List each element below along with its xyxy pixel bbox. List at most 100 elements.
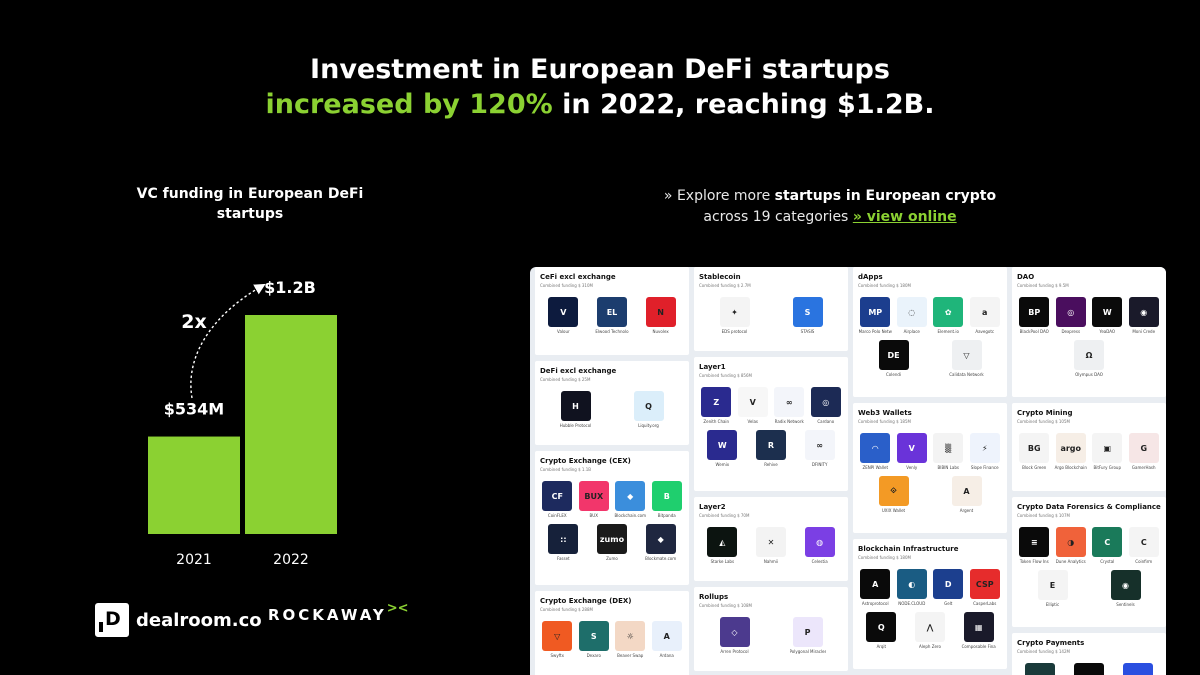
company-logo[interactable]: BP BlackPool DAO — [1016, 297, 1052, 334]
company-logo[interactable]: ◇ Arren Protocol — [717, 617, 753, 654]
category-card[interactable]: CeFi excl exchange Combined funding $ 310… — [535, 267, 689, 355]
company-logo[interactable]: N Nuvolex — [643, 297, 679, 334]
company-logo-grid: A Astroprotocol ◐ NODE.CLOUD D Gelt CSP CasperL… — [857, 569, 1003, 649]
company-logo-icon: ✕ — [755, 527, 786, 557]
company-logo-icon: ◆ — [645, 524, 676, 554]
category-card[interactable]: Web3 Wallets Combined funding $ 185M ◠ ZENP… — [853, 403, 1007, 533]
company-name: Element.io — [937, 329, 959, 334]
company-logo[interactable]: argo Argo Blockchain — [1053, 433, 1089, 470]
category-card[interactable]: Layer1 Combined funding $ 856M Z Zenith Cha… — [694, 357, 848, 491]
company-logo[interactable]: V Velas — [735, 387, 771, 424]
company-logo[interactable]: Z — [1120, 663, 1156, 675]
company-logo[interactable]: ✕ — [1022, 663, 1058, 675]
company-logo[interactable]: R Rehive — [753, 430, 789, 467]
company-logo-icon: S — [792, 297, 823, 327]
company-logo[interactable]: A Ardana — [649, 621, 685, 658]
company-logo[interactable]: CSP CasperLabs — [967, 569, 1003, 606]
company-logo[interactable]: ∞ DFINITY — [802, 430, 838, 467]
category-card[interactable]: Crypto Data Forensics & Compliance Combin… — [1012, 497, 1166, 627]
company-logo[interactable]: MP Marco Polo Netw — [857, 297, 893, 334]
company-logo[interactable]: b — [1071, 663, 1107, 675]
category-card[interactable]: Crypto Exchange (DEX) Combined funding $ … — [535, 591, 689, 675]
company-logo[interactable]: ◭ Starke Labs — [704, 527, 740, 564]
company-logo[interactable]: CF CoinFLEX — [539, 481, 575, 518]
company-logo[interactable]: C Coinfirm — [1126, 527, 1162, 564]
company-logo[interactable]: ⋀ Aleph Zero — [912, 612, 948, 649]
company-name: Colendi — [886, 372, 901, 377]
view-online-link[interactable]: » view online — [852, 209, 957, 225]
company-logo[interactable]: BUX BUX — [576, 481, 612, 518]
company-name: Fasset — [557, 556, 570, 561]
company-logo[interactable]: V Valour — [545, 297, 581, 334]
company-logo[interactable]: ◐ NODE.CLOUD — [894, 569, 930, 606]
company-name: Cardano — [817, 419, 835, 424]
category-card[interactable]: Stablecoin Combined funding $ 2.7M ✦ EDS pr… — [694, 267, 848, 351]
company-logo[interactable]: W Wemix — [704, 430, 740, 467]
company-logo-icon: ▽ — [951, 340, 982, 370]
company-logo[interactable]: ✦ EDS protocol — [717, 297, 753, 334]
company-logo[interactable]: :: Fasset — [545, 524, 581, 561]
company-logo[interactable]: ▒ BIBIN Labs — [930, 433, 966, 470]
company-logo-grid: ≡ Token Flow Ins ◑ Dune Analytics C Crystal C C… — [1016, 527, 1162, 607]
company-logo[interactable]: S STASIS — [790, 297, 826, 334]
company-logo[interactable]: W YeaDAO — [1089, 297, 1125, 334]
company-logo[interactable]: E Elliptic — [1035, 570, 1071, 607]
company-logo[interactable]: ✕ Nahmii — [753, 527, 789, 564]
company-logo[interactable]: V Venly — [894, 433, 930, 470]
category-card[interactable]: DeFi excl exchange Combined funding $ 25M… — [535, 361, 689, 445]
company-logo[interactable]: ◆ Blockmate.com — [643, 524, 679, 561]
bar-chart: $534M 2021 $1.2B 2022 2x — [148, 278, 337, 568]
headline-rest: in 2022, reaching $1.2B. — [552, 89, 935, 120]
company-logo[interactable]: S Dexaro — [576, 621, 612, 658]
company-logo[interactable]: ☼ Beaver Swap — [612, 621, 648, 658]
company-logo[interactable]: ▣ BitFury Group — [1089, 433, 1125, 470]
dealroom-mark-icon: D — [95, 603, 129, 637]
category-card[interactable]: Layer2 Combined funding $ 70M ◭ Starke Labs… — [694, 497, 848, 581]
category-card[interactable]: Blockchain Infrastructure Combined fundin… — [853, 539, 1007, 669]
category-card[interactable]: Crypto Mining Combined funding $ 105M BG Bl… — [1012, 403, 1166, 491]
company-logo[interactable]: ◌ Airplace — [894, 297, 930, 334]
company-logo[interactable]: BG Block Green — [1016, 433, 1052, 470]
category-card[interactable]: Crypto Payments Combined funding $ 142M ✕ b… — [1012, 633, 1166, 675]
company-logo[interactable]: ◉ Sentinels — [1108, 570, 1144, 607]
company-logo[interactable]: P Polygonal Miracles — [790, 617, 826, 654]
company-name: Block Green — [1022, 465, 1047, 470]
company-logo[interactable]: Ω Olympus DAO — [1071, 340, 1107, 377]
company-logo[interactable]: A Argent — [949, 476, 985, 513]
category-card[interactable]: DAO Combined funding $ 9.5M BP BlackPool DA… — [1012, 267, 1166, 397]
company-logo[interactable]: ▦ Composable Fina — [961, 612, 997, 649]
company-logo[interactable]: C Crystal — [1089, 527, 1125, 564]
company-logo[interactable]: ◉ Moni Crede — [1126, 297, 1162, 334]
company-name: Dexpress — [1061, 329, 1081, 334]
company-logo[interactable]: ⟐ UXIX Wallet — [876, 476, 912, 513]
market-map[interactable]: CeFi excl exchange Combined funding $ 310… — [530, 267, 1166, 675]
company-logo[interactable]: D Gelt — [930, 569, 966, 606]
company-logo[interactable]: ✿ Element.io — [930, 297, 966, 334]
company-logo[interactable]: a Aavegotc — [967, 297, 1003, 334]
company-logo[interactable]: ▽ Calidata Network — [949, 340, 985, 377]
company-logo[interactable]: ⚡ Slope Finance — [967, 433, 1003, 470]
category-card[interactable]: dApps Combined funding $ 180M MP Marco Polo… — [853, 267, 1007, 397]
company-logo[interactable]: B Bitpanda — [649, 481, 685, 518]
company-logo[interactable]: G GamerHash — [1126, 433, 1162, 470]
company-logo[interactable]: ≡ Token Flow Ins — [1016, 527, 1052, 564]
company-logo[interactable]: H Hubble Protocol — [558, 391, 594, 428]
company-logo[interactable]: Q Arqit — [863, 612, 899, 649]
company-logo[interactable]: EL Elwood Technolo — [594, 297, 630, 334]
company-logo[interactable]: ◍ Celestia — [802, 527, 838, 564]
company-logo[interactable]: A Astroprotocol — [857, 569, 893, 606]
company-logo[interactable]: Q Liquity.org — [631, 391, 667, 428]
company-logo[interactable]: ◆ Blockchain.com — [612, 481, 648, 518]
category-card[interactable]: Crypto Exchange (CEX) Combined funding $ … — [535, 451, 689, 585]
company-logo[interactable]: Z Zenith Chain — [698, 387, 734, 424]
category-card[interactable]: Rollups Combined funding $ 108M ◇ Arren Pro… — [694, 587, 848, 671]
company-logo[interactable]: ◑ Dune Analytics — [1053, 527, 1089, 564]
company-logo[interactable]: DE Colendi — [876, 340, 912, 377]
company-logo[interactable]: zumo Zumo — [594, 524, 630, 561]
company-logo[interactable]: ◎ Dexpress — [1053, 297, 1089, 334]
company-logo[interactable]: ▽ Swyftx — [539, 621, 575, 658]
company-logo[interactable]: ∞ Radix Network — [771, 387, 807, 424]
company-name: Beaver Swap — [617, 653, 644, 658]
company-logo[interactable]: ◠ ZENPI Wallet — [857, 433, 893, 470]
company-logo[interactable]: ◎ Cardano — [808, 387, 844, 424]
